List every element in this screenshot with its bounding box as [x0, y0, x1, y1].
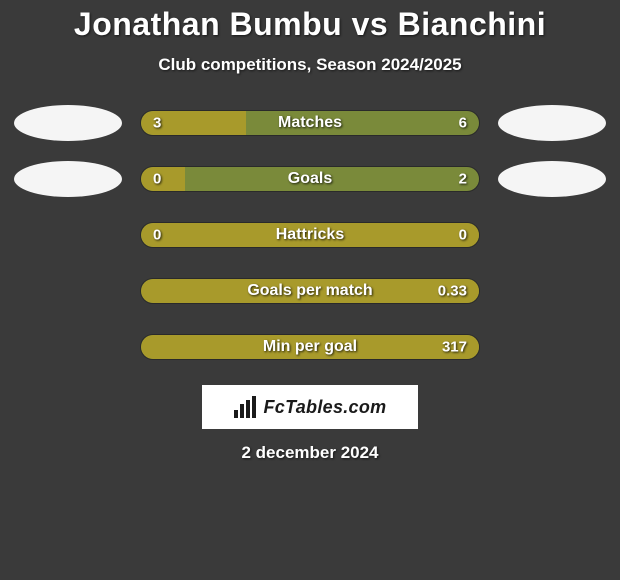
bar-segment-right	[141, 167, 479, 191]
fctables-logo: FcTables.com	[202, 385, 418, 429]
stat-bar: Goals02	[140, 166, 480, 192]
player-avatar-left	[14, 161, 122, 197]
date-text: 2 december 2024	[0, 443, 620, 463]
bar-segment-left	[141, 111, 246, 135]
bar-segment-left	[141, 167, 185, 191]
stat-row: Hattricks00	[0, 217, 620, 253]
stat-bar: Hattricks00	[140, 222, 480, 248]
stat-bar: Min per goal317	[140, 334, 480, 360]
stat-row: Goals per match0.33	[0, 273, 620, 309]
stat-bar: Goals per match0.33	[140, 278, 480, 304]
bar-segment-left	[141, 223, 479, 247]
subtitle: Club competitions, Season 2024/2025	[0, 55, 620, 75]
bar-segment-left	[141, 279, 479, 303]
stat-row: Goals02	[0, 161, 620, 197]
bar-chart-icon	[234, 396, 258, 418]
player-avatar-left	[14, 105, 122, 141]
stats-rows: Matches36 Goals02 Hattricks00 Goals per mat…	[0, 105, 620, 365]
logo-text: FcTables.com	[264, 397, 387, 418]
player-avatar-right	[498, 161, 606, 197]
comparison-infographic: Jonathan Bumbu vs Bianchini Club competi…	[0, 0, 620, 463]
stat-bar: Matches36	[140, 110, 480, 136]
bar-segment-left	[141, 335, 479, 359]
page-title: Jonathan Bumbu vs Bianchini	[0, 6, 620, 43]
player-avatar-right	[498, 105, 606, 141]
stat-row: Matches36	[0, 105, 620, 141]
stat-row: Min per goal317	[0, 329, 620, 365]
